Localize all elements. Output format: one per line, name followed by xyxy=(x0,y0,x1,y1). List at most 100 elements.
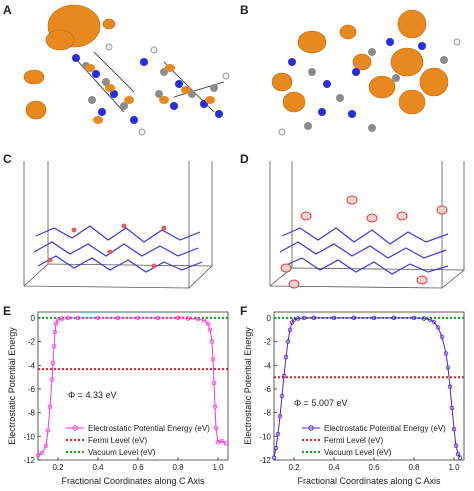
orbital-render-a xyxy=(23,4,230,136)
small-lobes-a xyxy=(85,64,215,124)
potential-point xyxy=(52,329,58,335)
potential-series-line xyxy=(37,317,227,456)
y-tick-label: -2 xyxy=(264,338,272,347)
potential-point xyxy=(289,320,295,325)
potential-point xyxy=(185,316,191,321)
potential-point xyxy=(155,315,161,321)
y-tick-label: -10 xyxy=(23,432,35,441)
x-tick-label: 0.8 xyxy=(172,463,184,472)
legend-vacuum: Vacuum Level (eV) xyxy=(88,448,156,457)
potential-point xyxy=(287,327,293,332)
legend: Electrostatic Potential Energy (eV) Ferm… xyxy=(66,424,210,457)
potential-point xyxy=(275,431,281,437)
potential-point xyxy=(271,455,277,460)
y-tick-label: -2 xyxy=(28,338,36,347)
potential-point xyxy=(391,315,397,321)
potential-point xyxy=(49,377,55,382)
phi-annotation: Φ = 4.33 eV xyxy=(68,390,116,400)
x-axis-label: Fractional Coordinates along C Axis xyxy=(61,476,205,486)
x-tick-label: 0.4 xyxy=(92,463,104,472)
potential-point xyxy=(51,344,57,349)
y-tick-label: -6 xyxy=(28,385,36,394)
y-tick-label: 0 xyxy=(267,314,272,323)
molecular-slab-c xyxy=(33,225,203,273)
potential-point xyxy=(53,321,59,327)
potential-point xyxy=(35,453,41,458)
y-tick-label: -12 xyxy=(23,456,35,465)
potential-point xyxy=(43,443,49,448)
x-tick-labels: 0.2 0.4 0.6 0.8 1.0 xyxy=(52,457,224,472)
y-tick-label: -10 xyxy=(259,432,271,441)
potential-point xyxy=(457,455,463,460)
potential-point xyxy=(135,315,141,321)
potential-chart-f: 0 -2 -4 -6 -8 -10 -12 0.2 0.4 0.6 0.8 1.0 Φ = 5.00… xyxy=(244,311,465,486)
potential-point xyxy=(59,316,65,321)
panel-letter-d: D xyxy=(240,152,249,166)
potential-point xyxy=(295,316,301,321)
potential-point xyxy=(371,315,377,321)
potential-point xyxy=(175,315,181,321)
potential-point xyxy=(39,450,45,456)
legend-vacuum: Vacuum Level (eV) xyxy=(324,448,392,457)
potential-point xyxy=(55,317,61,322)
potential-point xyxy=(451,427,457,432)
potential-point xyxy=(213,425,219,431)
potential-point xyxy=(421,316,427,321)
y-tick-label: -8 xyxy=(264,409,272,418)
x-tick-label: 1.0 xyxy=(212,463,224,472)
orbital-render-b xyxy=(271,9,461,136)
molecular-slab-d xyxy=(279,227,449,275)
simulation-box-d xyxy=(269,161,466,289)
legend-marker-potential xyxy=(308,425,314,431)
potential-series-line xyxy=(273,317,461,458)
legend: Electrostatic Potential Energy (eV) Ferm… xyxy=(302,424,446,457)
potential-point xyxy=(209,339,215,344)
potential-point xyxy=(223,441,229,446)
x-tick-label: 1.0 xyxy=(448,463,460,472)
potential-chart-e: 0 -2 -4 -6 -8 -10 -12 0.2 0.4 0.6 0.8 1.0 Φ = 4.33… xyxy=(8,311,229,486)
potential-point xyxy=(301,315,307,321)
y-tick-labels: 0 -2 -4 -6 -8 -10 -12 xyxy=(23,314,41,465)
orbital-lobes-a xyxy=(23,4,116,120)
legend-potential: Electrostatic Potential Energy (eV) xyxy=(88,424,210,433)
potential-point xyxy=(443,351,449,356)
potential-point xyxy=(331,315,337,321)
atoms-a xyxy=(72,43,230,136)
potential-point xyxy=(311,315,317,321)
x-axis-label: Fractional Coordinates along C Axis xyxy=(297,476,441,486)
panel-letter-f: F xyxy=(240,304,248,318)
x-tick-labels: 0.2 0.4 0.6 0.8 1.0 xyxy=(288,457,460,472)
slab-render-c xyxy=(23,161,213,289)
potential-point xyxy=(455,451,461,457)
y-tick-label: -8 xyxy=(28,409,36,418)
potential-point xyxy=(75,315,81,321)
potential-point xyxy=(435,325,441,330)
potential-point xyxy=(201,318,207,323)
potential-point xyxy=(65,315,71,321)
y-tick-label: -6 xyxy=(264,385,272,394)
potential-point xyxy=(291,317,297,322)
legend-fermi: Fermi Level (eV) xyxy=(324,436,383,445)
potential-point xyxy=(351,315,357,321)
phi-annotation: Φ = 5.007 eV xyxy=(294,398,347,408)
x-tick-label: 0.2 xyxy=(288,463,300,472)
legend-fermi: Fermi Level (eV) xyxy=(88,436,147,445)
potential-point xyxy=(211,380,217,386)
panel-letter-c: C xyxy=(3,152,12,166)
panel-letter-e: E xyxy=(3,304,12,318)
atom-dots-c xyxy=(47,223,167,269)
potential-point xyxy=(195,316,201,322)
potential-point xyxy=(215,440,221,445)
orbital-lobes-b xyxy=(271,9,449,115)
potential-point xyxy=(210,357,216,362)
potential-point xyxy=(95,315,101,321)
potential-point xyxy=(277,413,283,419)
potential-point xyxy=(431,319,437,325)
series-lines xyxy=(271,315,464,460)
y-axis-label: Electrostatic Potential Energy xyxy=(8,327,17,445)
x-tick-label: 0.8 xyxy=(408,463,420,472)
potential-point xyxy=(281,373,287,379)
panel-letter-a: A xyxy=(3,3,12,17)
potential-point xyxy=(411,315,417,321)
potential-point xyxy=(283,354,289,360)
